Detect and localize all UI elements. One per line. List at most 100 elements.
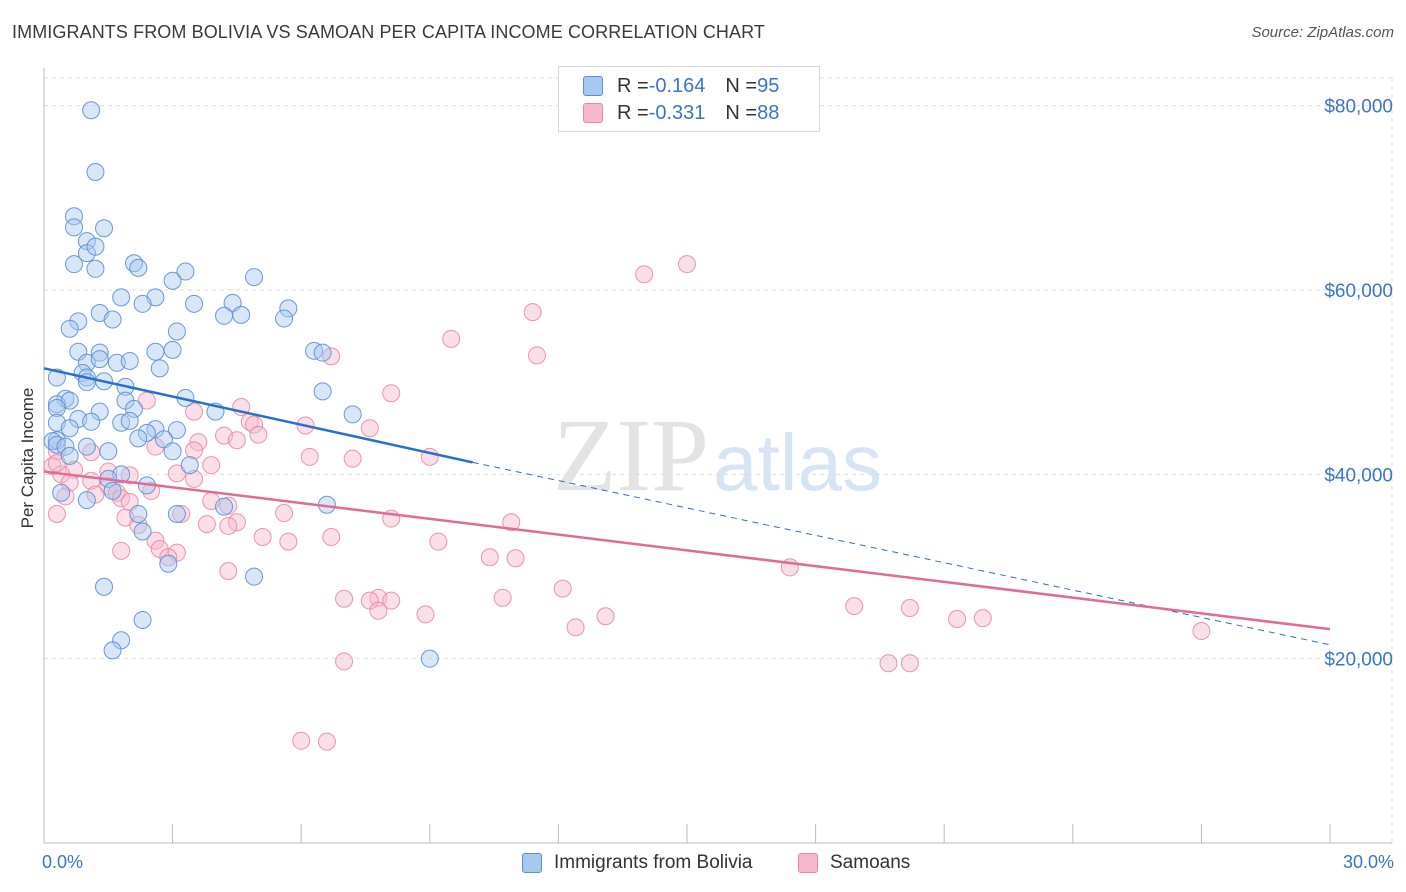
samoans-point <box>523 303 542 322</box>
bolivia-point <box>86 163 105 182</box>
bolivia-point <box>167 421 186 440</box>
samoans-point <box>159 548 178 567</box>
bolivia-point <box>77 437 96 456</box>
samoans-point <box>480 548 499 567</box>
bolivia-point <box>167 322 186 341</box>
samoans-point <box>146 531 165 550</box>
bolivia-point <box>82 412 101 431</box>
bolivia-point <box>245 567 264 586</box>
bolivia-point <box>103 310 122 329</box>
bolivia-point <box>313 343 332 362</box>
bolivia-point <box>125 399 144 418</box>
bolivia-swatch <box>522 853 542 873</box>
samoans-point <box>382 591 401 610</box>
bolivia-point <box>103 641 122 660</box>
samoans-point <box>202 456 221 475</box>
samoans-point <box>973 609 992 628</box>
watermark-atlas: atlas <box>713 418 882 507</box>
bolivia-point <box>146 342 165 361</box>
samoans-point <box>429 532 448 551</box>
bolivia-points <box>43 101 439 668</box>
samoans-swatch <box>583 103 603 123</box>
bolivia-point <box>232 305 251 324</box>
bolivia-point <box>86 259 105 278</box>
bolivia-point <box>420 649 439 668</box>
samoans-point <box>317 732 336 751</box>
samoans-point <box>167 464 186 483</box>
bottom-legend-label: Samoans <box>830 852 911 873</box>
bottom-legend-bolivia: Immigrants from Bolivia <box>522 852 753 874</box>
samoans-point <box>360 419 379 438</box>
legend-r-value: -0.331 <box>648 101 706 124</box>
bolivia-point <box>120 411 139 430</box>
bolivia-point <box>95 577 114 596</box>
samoans-point <box>678 255 696 274</box>
samoans-point <box>369 601 388 620</box>
bolivia-point <box>60 319 79 338</box>
samoans-point <box>227 513 246 532</box>
bolivia-point <box>215 497 234 516</box>
bolivia-point <box>133 294 152 313</box>
bolivia-point <box>163 442 182 461</box>
bolivia-point <box>129 258 148 277</box>
samoans-point <box>47 504 66 523</box>
legend-n-value: 95 <box>757 74 780 97</box>
bolivia-point <box>176 262 195 281</box>
bolivia-point <box>215 306 234 325</box>
bolivia-point <box>60 419 79 438</box>
bolivia-point <box>180 456 199 475</box>
bolivia-point <box>150 359 169 378</box>
source-credit: Source: ZipAtlas.com <box>1251 24 1394 41</box>
x-tick-label-min: 0.0% <box>42 852 84 872</box>
bolivia-point <box>159 554 178 573</box>
bolivia-point <box>275 309 294 328</box>
samoans-point <box>322 347 341 366</box>
samoans-point <box>197 515 216 534</box>
bolivia-point <box>167 504 186 523</box>
legend-r-label: R = <box>617 101 649 124</box>
samoans-point <box>172 504 191 523</box>
watermark-zip: ZIP <box>553 398 709 513</box>
samoans-point <box>275 504 294 523</box>
y-tick-label: $20,000 <box>1324 650 1393 671</box>
bolivia-point <box>103 481 122 500</box>
samoans-point <box>900 654 919 673</box>
bolivia-point <box>279 299 298 318</box>
bottom-legend-label: Immigrants from Bolivia <box>554 852 753 873</box>
samoans-point <box>566 618 585 637</box>
samoans-point <box>86 485 105 504</box>
bolivia-point <box>129 504 148 523</box>
samoans-point <box>219 562 238 581</box>
legend-r-label: R = <box>617 74 649 97</box>
bolivia-point <box>343 405 362 424</box>
samoans-point <box>635 265 654 284</box>
trend-lines <box>43 367 1331 646</box>
bolivia-point <box>56 437 75 456</box>
samoans-point <box>845 597 864 616</box>
legend-n-label: N = <box>725 101 758 124</box>
bolivia-point <box>65 255 84 274</box>
legend-n-label: N = <box>725 74 758 97</box>
samoans-point <box>900 598 919 617</box>
bolivia-point <box>52 483 71 502</box>
samoans-point <box>253 528 272 546</box>
bolivia-point <box>60 446 79 465</box>
samoans-point <box>335 652 354 671</box>
bolivia-point <box>120 351 139 370</box>
samoans-point <box>502 513 521 532</box>
samoans-point <box>416 605 435 624</box>
bolivia-point <box>90 350 109 369</box>
bolivia-point <box>90 343 109 362</box>
bolivia-point <box>82 101 101 120</box>
chart-title: IMMIGRANTS FROM BOLIVIA VS SAMOAN PER CA… <box>12 22 766 42</box>
x-tick-label-max: 30.0% <box>1342 852 1394 872</box>
samoans-point <box>227 431 246 450</box>
bolivia-trend-line <box>43 367 473 464</box>
legend-row-bolivia: R = -0.164 N = 95 <box>583 73 779 99</box>
bolivia-trend-extension <box>472 461 1331 646</box>
bolivia-point <box>129 429 148 448</box>
samoans-point <box>335 589 354 608</box>
bolivia-point <box>99 442 118 461</box>
y-tick-label: $80,000 <box>1324 97 1393 118</box>
samoans-point <box>185 441 204 460</box>
